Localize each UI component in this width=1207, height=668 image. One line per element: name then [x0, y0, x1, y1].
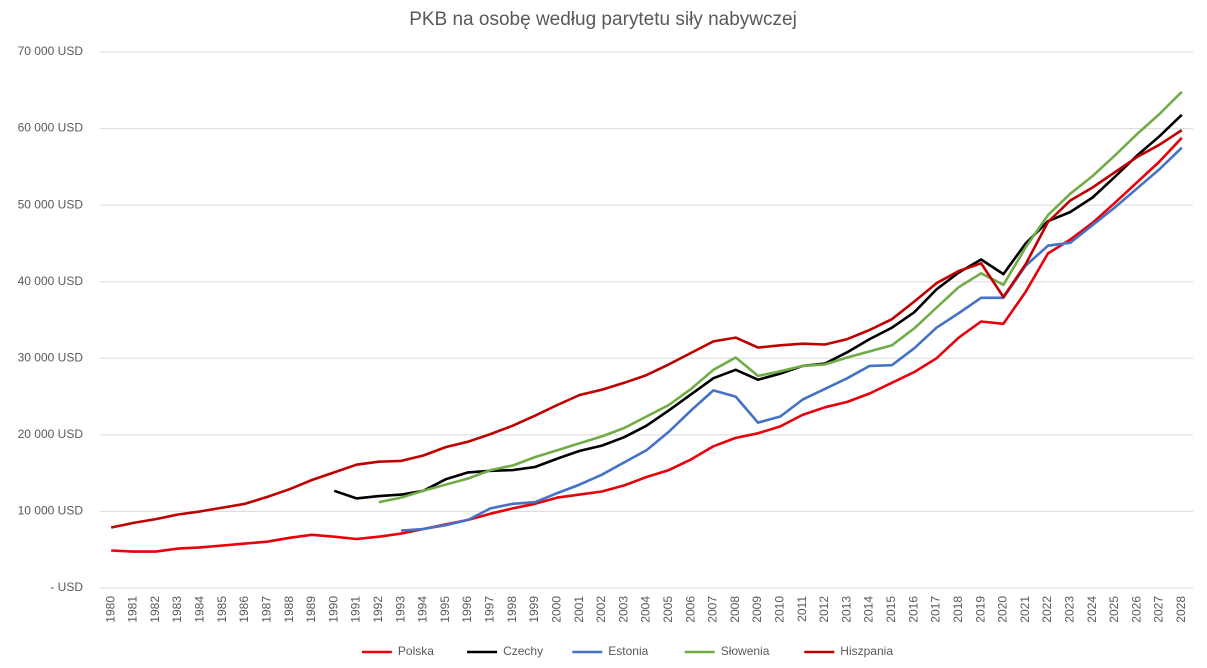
legend-label: Hiszpania: [840, 644, 893, 658]
x-tick-label: 2008: [728, 596, 742, 623]
y-tick-label: 60 000 USD: [18, 121, 84, 135]
y-tick-label: 30 000 USD: [18, 350, 84, 364]
y-tick-label: 70 000 USD: [18, 44, 84, 58]
x-tick-label: 2021: [1018, 596, 1032, 623]
x-tick-label: 1986: [237, 596, 251, 623]
x-tick-label: 2016: [906, 596, 920, 623]
x-tick-label: 2007: [706, 596, 720, 623]
x-tick-label: 2027: [1152, 596, 1166, 623]
x-tick-label: 1996: [460, 596, 474, 623]
y-tick-label: 10 000 USD: [18, 504, 84, 518]
x-tick-label: 2023: [1062, 596, 1076, 623]
series-line: [110, 129, 1183, 529]
legend-label: Czechy: [503, 644, 543, 658]
x-tick-label: 1985: [215, 596, 229, 623]
series-line: [401, 146, 1183, 532]
chart-title: PKB na osobę według parytetu siły nabywc…: [409, 9, 797, 30]
x-tick-label: 2014: [862, 596, 876, 623]
x-tick-label: 1980: [103, 596, 117, 623]
x-tick-label: 1984: [193, 596, 207, 623]
legend-label: Estonia: [608, 644, 648, 658]
y-tick-label: 50 000 USD: [18, 197, 84, 211]
x-tick-label: 2010: [773, 596, 787, 623]
x-tick-label: 2011: [795, 596, 809, 622]
x-tick-label: 2028: [1174, 596, 1188, 623]
x-tick-label: 2020: [996, 596, 1010, 623]
x-tick-label: 2012: [817, 596, 831, 623]
x-tick-label: 1991: [349, 596, 363, 623]
x-tick-label: 1990: [326, 596, 340, 623]
x-tick-label: 1989: [304, 596, 318, 623]
x-tick-label: 1983: [170, 596, 184, 623]
x-tick-label: 1982: [148, 596, 162, 623]
x-tick-label: 1981: [126, 596, 140, 623]
x-tick-label: 2017: [929, 596, 943, 623]
legend-label: Polska: [398, 644, 434, 658]
x-tick-label: 2001: [572, 596, 586, 623]
x-tick-label: 1992: [371, 596, 385, 623]
x-tick-label: 2015: [884, 596, 898, 623]
x-tick-label: 1998: [505, 596, 519, 623]
y-tick-label: 40 000 USD: [18, 274, 84, 288]
y-tick-label: 20 000 USD: [18, 427, 84, 441]
x-tick-label: 2009: [750, 596, 764, 623]
x-tick-label: 2013: [839, 596, 853, 623]
x-tick-label: 2024: [1085, 596, 1099, 623]
x-tick-label: 2026: [1129, 596, 1143, 623]
x-tick-label: 2022: [1040, 596, 1054, 623]
x-tick-label: 2005: [661, 596, 675, 623]
x-tick-label: 2004: [639, 596, 653, 623]
x-tick-label: 1995: [438, 596, 452, 623]
y-tick-label: - USD: [50, 580, 83, 594]
x-tick-label: 1997: [483, 596, 497, 623]
x-tick-label: 2025: [1107, 596, 1121, 623]
series-line: [378, 90, 1183, 504]
x-tick-label: 1988: [282, 596, 296, 623]
x-tick-label: 1994: [416, 596, 430, 623]
x-tick-label: 2019: [973, 596, 987, 623]
legend-label: Słowenia: [721, 644, 770, 658]
x-tick-label: 2002: [594, 596, 608, 623]
x-tick-label: 2003: [616, 596, 630, 623]
series-line: [333, 113, 1183, 500]
x-tick-label: 2018: [951, 596, 965, 623]
x-tick-label: 2000: [549, 596, 563, 623]
x-tick-label: 2006: [683, 596, 697, 623]
x-tick-label: 1999: [527, 596, 541, 623]
series-line: [111, 136, 1183, 553]
x-tick-label: 1987: [259, 596, 273, 623]
x-tick-label: 1993: [393, 596, 407, 623]
